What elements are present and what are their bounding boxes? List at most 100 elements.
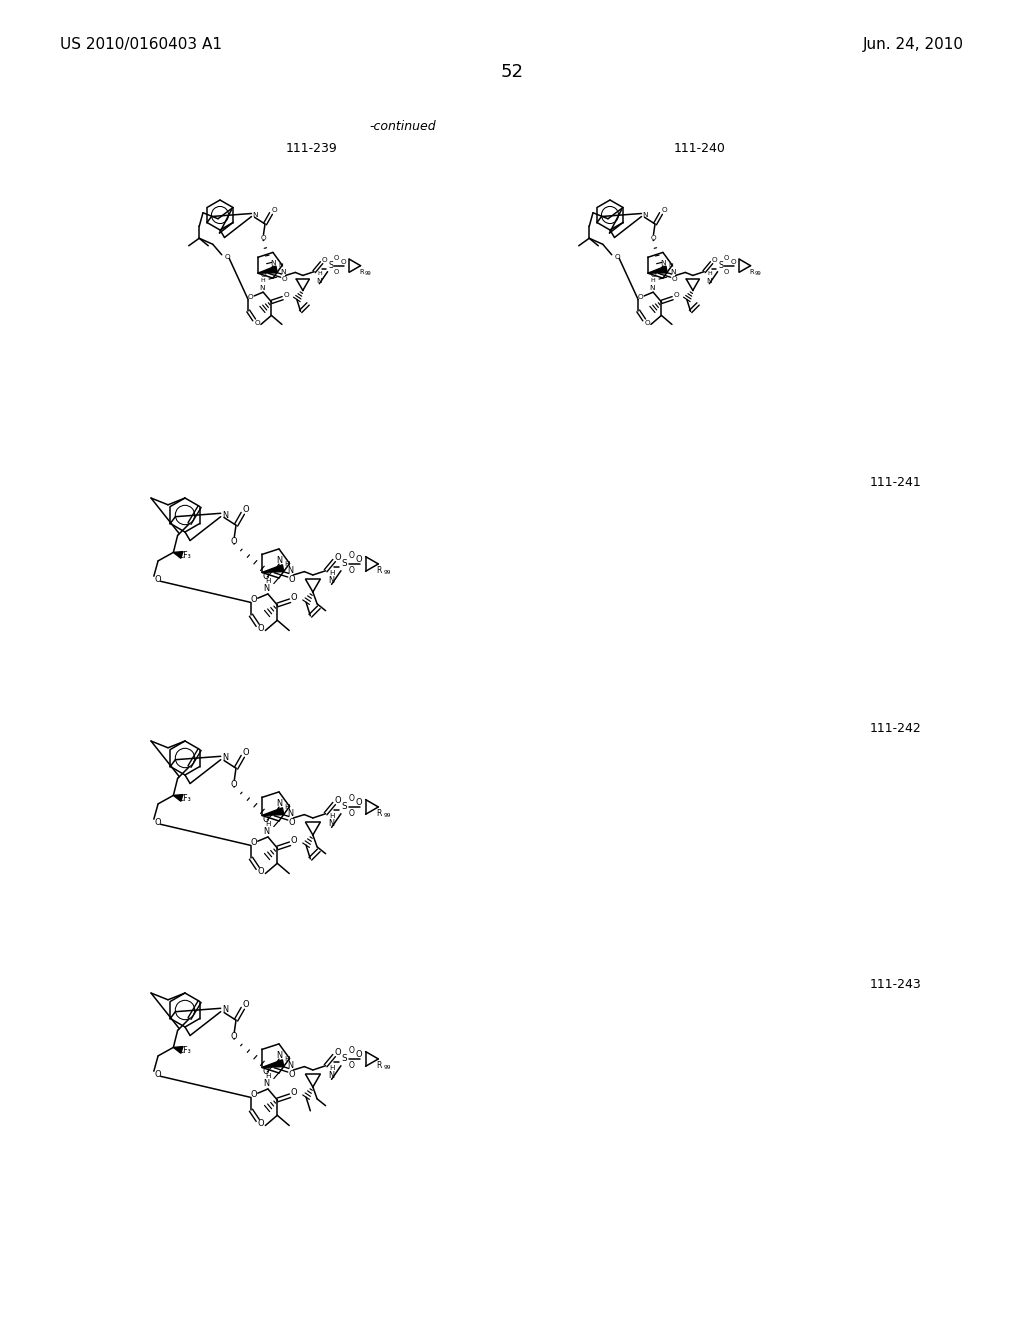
Text: N: N: [660, 260, 666, 265]
Text: O: O: [724, 269, 729, 275]
Polygon shape: [262, 808, 284, 816]
Text: 111-239: 111-239: [286, 143, 338, 156]
Text: O: O: [662, 207, 667, 214]
Text: H: H: [261, 279, 265, 284]
Text: O: O: [348, 1045, 354, 1055]
Text: N: N: [288, 1061, 294, 1071]
Text: H: H: [285, 804, 290, 810]
Text: N: N: [222, 511, 228, 520]
Text: N: N: [288, 809, 294, 818]
Text: O: O: [348, 566, 354, 576]
Text: 52: 52: [501, 63, 523, 81]
Text: H: H: [329, 570, 334, 577]
Text: N: N: [671, 269, 676, 275]
Text: N: N: [281, 269, 286, 275]
Text: S: S: [718, 261, 723, 271]
Text: 99: 99: [383, 1065, 391, 1071]
Text: N: N: [275, 800, 282, 808]
Text: O: O: [730, 259, 736, 265]
Text: H: H: [317, 272, 322, 276]
Text: N: N: [707, 277, 712, 284]
Text: CF₃: CF₃: [179, 795, 191, 804]
Text: O: O: [355, 556, 362, 564]
Polygon shape: [258, 267, 278, 273]
Text: 99: 99: [383, 570, 391, 576]
Text: H: H: [707, 272, 712, 276]
Text: O: O: [243, 1001, 250, 1010]
Text: N: N: [642, 213, 648, 218]
Text: N: N: [275, 1051, 282, 1060]
Text: O: O: [262, 814, 268, 824]
Text: O: O: [250, 1090, 257, 1100]
Text: O: O: [284, 292, 289, 298]
Text: O: O: [291, 836, 298, 845]
Text: O: O: [348, 1061, 354, 1071]
Text: O: O: [334, 553, 341, 561]
Text: N: N: [288, 566, 294, 576]
Text: N: N: [329, 577, 335, 586]
Text: O: O: [231, 537, 238, 546]
Text: O: O: [258, 624, 264, 634]
Polygon shape: [173, 552, 183, 558]
Text: H: H: [265, 578, 270, 585]
Text: O: O: [243, 748, 250, 758]
Text: N: N: [253, 213, 258, 218]
Text: -continued: -continued: [370, 120, 436, 132]
Text: O: O: [291, 593, 298, 602]
Polygon shape: [648, 267, 668, 273]
Text: S: S: [342, 803, 347, 812]
Text: H: H: [278, 263, 283, 268]
Text: N: N: [222, 1006, 228, 1015]
Text: O: O: [258, 1119, 264, 1129]
Text: 111-241: 111-241: [870, 477, 922, 490]
Text: O: O: [348, 809, 354, 818]
Text: O: O: [355, 1051, 362, 1059]
Text: H: H: [329, 1065, 334, 1072]
Text: 99: 99: [383, 813, 391, 818]
Text: O: O: [262, 1067, 268, 1076]
Text: O: O: [224, 253, 229, 260]
Text: O: O: [289, 576, 295, 583]
Text: N: N: [316, 277, 323, 284]
Text: Jun. 24, 2010: Jun. 24, 2010: [863, 37, 964, 53]
Text: H: H: [265, 821, 270, 828]
Text: O: O: [355, 799, 362, 808]
Text: O: O: [248, 294, 253, 301]
Text: O: O: [243, 506, 250, 515]
Text: O: O: [334, 269, 339, 275]
Text: O: O: [644, 319, 650, 326]
Text: O: O: [650, 235, 656, 242]
Text: H: H: [329, 813, 334, 820]
Text: O: O: [289, 818, 295, 828]
Text: R: R: [377, 809, 382, 818]
Text: H: H: [668, 263, 673, 268]
Text: O: O: [254, 319, 260, 326]
Text: N: N: [259, 285, 264, 290]
Text: O: O: [724, 255, 729, 261]
Text: N: N: [275, 556, 282, 565]
Text: N: N: [263, 585, 269, 594]
Text: S: S: [342, 560, 347, 569]
Text: 111-243: 111-243: [870, 978, 922, 991]
Text: O: O: [322, 256, 328, 263]
Text: O: O: [250, 595, 257, 605]
Text: O: O: [334, 255, 339, 261]
Text: 111-242: 111-242: [870, 722, 922, 734]
Text: H: H: [651, 279, 655, 284]
Text: O: O: [348, 793, 354, 803]
Text: N: N: [222, 754, 228, 763]
Text: O: O: [674, 292, 679, 298]
Text: O: O: [614, 253, 620, 260]
Text: O: O: [155, 576, 162, 583]
Text: O: O: [334, 1048, 341, 1056]
Polygon shape: [173, 795, 183, 801]
Text: O: O: [250, 838, 257, 847]
Polygon shape: [262, 565, 284, 573]
Text: N: N: [263, 1080, 269, 1089]
Text: O: O: [261, 272, 266, 279]
Text: O: O: [155, 1071, 162, 1080]
Text: N: N: [263, 828, 269, 837]
Text: US 2010/0160403 A1: US 2010/0160403 A1: [60, 37, 222, 53]
Text: O: O: [231, 1032, 238, 1041]
Text: CF₃: CF₃: [179, 1047, 191, 1055]
